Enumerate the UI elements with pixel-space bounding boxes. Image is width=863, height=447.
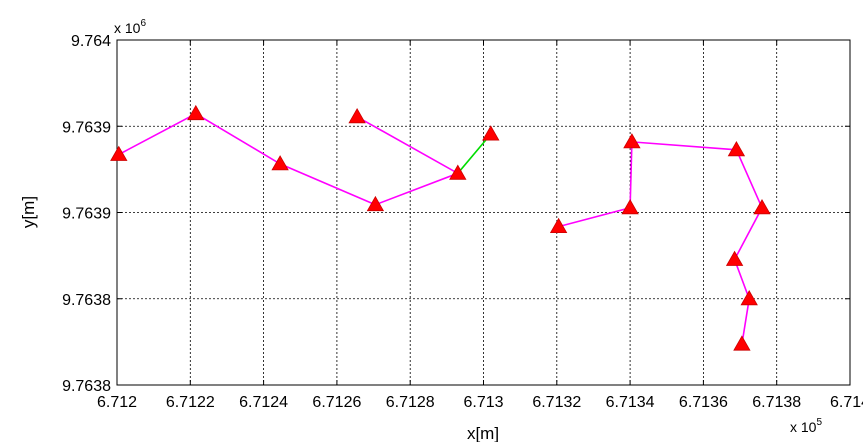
triangle-marker [549, 217, 568, 233]
y-tick-label: 9.7639 [62, 206, 111, 223]
series-line [558, 141, 763, 345]
y-tick-label: 9.764 [71, 33, 111, 50]
triangle-marker [449, 164, 467, 180]
triangle-marker [110, 145, 128, 161]
triangle-marker [621, 198, 639, 215]
axis-ticks: 6.712 6.7122 6.7124 6.7126 6.7128 6.713 6.7132… [62, 33, 863, 411]
x-tick-label: 6.7136 [679, 394, 728, 411]
x-tick-label: 6.7124 [239, 394, 288, 411]
x-tick-label: 6.7122 [166, 394, 215, 411]
triangle-marker [348, 107, 366, 124]
x-tick-label: 6.7126 [312, 394, 361, 411]
x-tick-label: 6.713 [463, 394, 503, 411]
triangle-marker [727, 140, 746, 157]
triangle-marker [366, 195, 385, 212]
y-multiplier-label: x 106 [114, 18, 146, 36]
y-axis-label: y[m] [19, 196, 38, 228]
y-tick-label: 9.7639 [62, 119, 111, 136]
triangle-marker [740, 289, 758, 306]
triangle-marker [623, 133, 641, 149]
triangle-marker [753, 198, 771, 215]
x-tick-label: 6.714 [830, 394, 863, 411]
grid [117, 40, 850, 385]
triangle-marker [725, 250, 744, 266]
y-tick-label: 9.7638 [62, 292, 111, 309]
triangle-marker [482, 125, 500, 141]
triangle-marker [271, 155, 289, 171]
series-group [118, 112, 763, 345]
markers-group [110, 104, 771, 351]
x-multiplier-label: x 105 [790, 417, 822, 435]
x-tick-label: 6.7132 [532, 394, 581, 411]
triangle-marker [187, 104, 205, 121]
triangle-marker [733, 335, 751, 351]
x-axis-label: x[m] [467, 424, 499, 442]
x-tick-label: 6.7134 [606, 394, 655, 411]
x-tick-label: 6.7128 [386, 394, 435, 411]
series-line [118, 112, 460, 206]
x-tick-label: 6.712 [97, 394, 137, 411]
series-line [457, 133, 492, 174]
x-tick-label: 6.7138 [752, 394, 801, 411]
y-tick-label: 9.7638 [62, 378, 111, 395]
